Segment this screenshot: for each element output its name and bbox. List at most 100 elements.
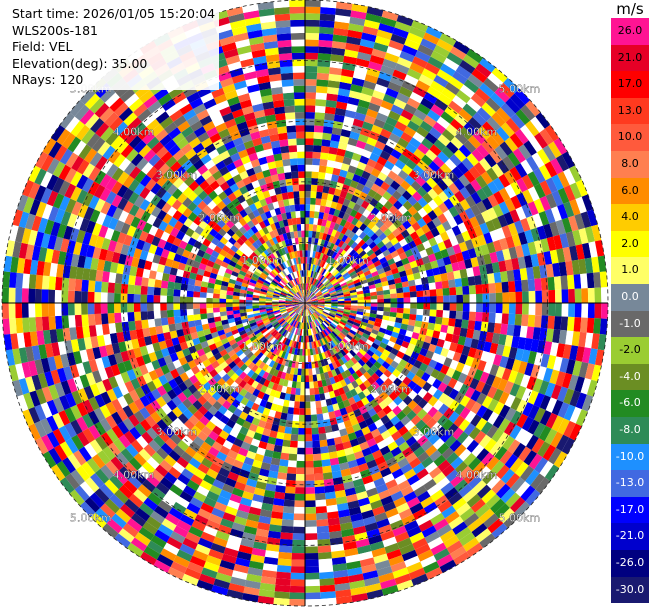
gate-cell <box>273 498 284 506</box>
gate-cell <box>226 295 233 299</box>
gate-cell <box>315 500 326 507</box>
gate-cell <box>160 310 167 318</box>
gate-cell <box>554 276 562 290</box>
gate-cell <box>287 407 294 414</box>
gate-cell <box>403 313 410 319</box>
gate-cell <box>313 460 322 467</box>
gate-cell <box>213 303 220 308</box>
gate-cell <box>397 303 404 308</box>
gate-cell <box>282 513 294 520</box>
gate-cell <box>371 303 378 307</box>
gate-cell <box>193 297 200 303</box>
gate-cell <box>469 312 476 321</box>
gate-cell <box>436 289 443 297</box>
gate-cell <box>305 428 312 435</box>
gate-cell <box>68 315 76 328</box>
gate-cell <box>301 369 305 376</box>
gate-cell <box>286 473 296 480</box>
gate-cell <box>305 53 318 60</box>
gate-cell <box>315 401 321 408</box>
gate-cell <box>430 303 437 310</box>
gate-cell <box>555 290 562 303</box>
gate-cell <box>174 316 181 324</box>
gate-cell <box>219 303 226 307</box>
gate-cell <box>437 303 444 310</box>
gate-cell <box>436 310 443 318</box>
gate-cell <box>134 285 141 294</box>
gate-cell <box>297 441 305 448</box>
gate-cell <box>187 284 194 291</box>
gate-cell <box>547 277 555 290</box>
gate-cell <box>305 211 310 218</box>
gate-cell <box>429 289 436 296</box>
gate-cell <box>305 369 309 376</box>
gate-cell <box>442 317 450 325</box>
gate-cell <box>305 408 311 415</box>
gate-cell <box>160 288 167 296</box>
gate-cell <box>288 460 297 467</box>
gate-cell <box>233 299 240 303</box>
gate-cell <box>318 545 331 553</box>
gate-cell <box>193 303 200 309</box>
gate-cell <box>581 288 588 303</box>
gate-cell <box>377 307 384 311</box>
gate-cell <box>28 303 35 317</box>
gate-cell <box>325 492 336 500</box>
gate-cell <box>384 303 391 307</box>
gate-cell <box>468 276 476 286</box>
gate-cell <box>502 313 509 324</box>
gate-cell <box>529 303 536 315</box>
gate-cell <box>193 291 200 297</box>
gate-cell <box>601 287 608 303</box>
gate-cell <box>121 312 128 322</box>
gate-cell <box>469 285 476 294</box>
gate-cell <box>305 566 319 573</box>
gate-cell <box>475 284 482 294</box>
gate-cell <box>422 315 429 322</box>
gate-cell <box>311 185 318 192</box>
gate-cell <box>495 313 502 324</box>
gate-cell <box>305 66 317 73</box>
gate-cell <box>448 279 456 288</box>
gate-cell <box>293 520 305 527</box>
gate-cell <box>309 217 314 224</box>
gate-cell <box>28 289 35 303</box>
gate-cell <box>167 303 174 310</box>
gate-cell <box>437 296 444 303</box>
gate-cell <box>187 309 194 316</box>
gate-cell <box>291 427 298 434</box>
gate-cell <box>461 277 469 286</box>
gate-cell <box>305 184 311 191</box>
gate-cell <box>410 303 417 309</box>
gate-cell <box>115 273 123 284</box>
gate-cell <box>276 479 286 487</box>
gate-cell <box>316 506 327 513</box>
gate-cell <box>128 321 136 331</box>
gate-cell <box>487 273 495 284</box>
gate-cell <box>305 7 321 14</box>
gate-cell <box>574 274 582 289</box>
gate-cell <box>319 572 334 580</box>
gate-cell <box>324 479 334 487</box>
gate-cell <box>317 526 329 534</box>
gate-cell <box>305 375 309 382</box>
gate-cell <box>278 552 292 560</box>
gate-cell <box>317 73 329 81</box>
gate-cell <box>462 286 469 295</box>
gate-cell <box>515 292 522 303</box>
gate-cell <box>147 286 154 295</box>
gate-cell <box>15 303 22 318</box>
gate-cell <box>274 591 290 599</box>
gate-cell <box>522 291 529 303</box>
gate-cell <box>522 303 529 315</box>
gate-cell <box>233 303 240 307</box>
gate-cell <box>298 421 305 428</box>
gate-cell <box>449 311 456 319</box>
gate-cell <box>68 291 75 303</box>
gate-cell <box>535 303 542 315</box>
gate-cell <box>289 447 297 454</box>
gate-cell <box>508 314 515 325</box>
gate-cell <box>81 291 88 303</box>
gate-cell <box>284 427 292 434</box>
gate-cell <box>430 296 437 303</box>
